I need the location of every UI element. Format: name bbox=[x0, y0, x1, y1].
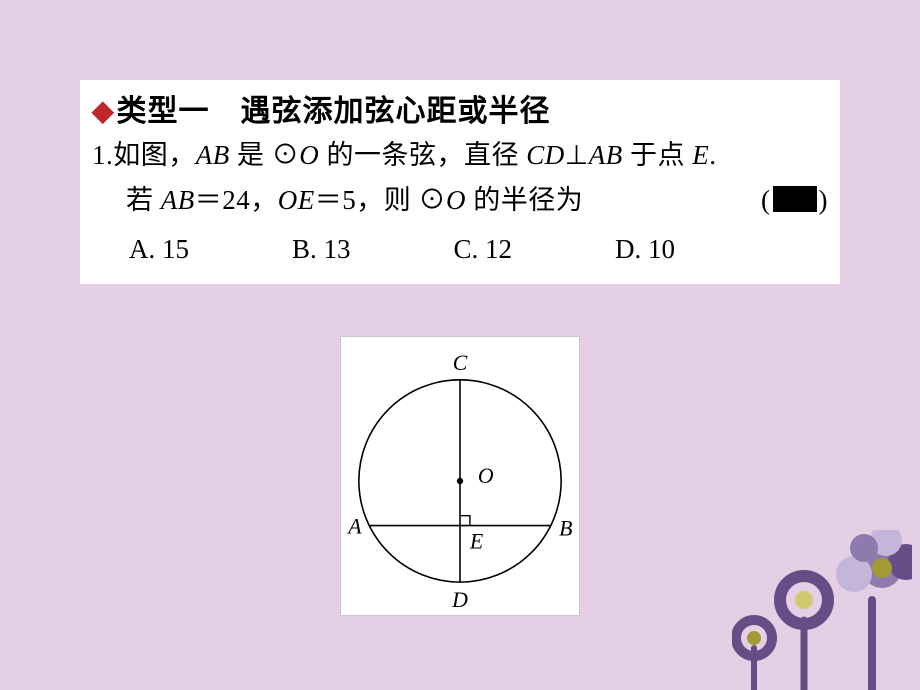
q1-pre: 如图， bbox=[113, 140, 196, 170]
q2-left: 若 AB＝24，OE＝5，则 ⊙O 的半径为 bbox=[126, 178, 583, 224]
q1-AB: AB bbox=[196, 140, 230, 170]
choice-D: D. 10 bbox=[614, 226, 675, 274]
q1-afterO: 的一条弦，直径 bbox=[319, 140, 526, 170]
label-D: D bbox=[451, 588, 468, 612]
heading-bullet: ◆ bbox=[92, 96, 115, 127]
perp-mark bbox=[460, 516, 470, 526]
label-E: E bbox=[469, 529, 483, 553]
q1-O: O bbox=[299, 140, 319, 170]
problem-card: ◆类型一 遇弦添加弦心距或半径 1.如图，AB 是 ⊙O 的一条弦，直径 CD⊥… bbox=[80, 80, 840, 284]
blackbox-icon bbox=[773, 186, 817, 212]
choice-C: C. 12 bbox=[453, 226, 613, 274]
q1-tail: 于点 bbox=[623, 140, 693, 170]
decor-flower-3 bbox=[836, 530, 912, 690]
label-B: B bbox=[559, 517, 572, 541]
q-number: 1. bbox=[92, 140, 113, 170]
q2-pre: 若 bbox=[126, 185, 161, 215]
q1-period: . bbox=[709, 140, 716, 170]
answer-blank: () bbox=[761, 178, 828, 224]
q2-O: O bbox=[446, 185, 466, 215]
decor-flower-1 bbox=[736, 620, 772, 690]
label-O: O bbox=[478, 464, 494, 488]
choice-B: B. 13 bbox=[291, 226, 451, 274]
choice-row: A. 15 B. 13 C. 12 D. 10 bbox=[92, 224, 677, 276]
diagram-svg: C O A B E D bbox=[341, 337, 579, 615]
label-C: C bbox=[453, 351, 468, 375]
q2-eq1: ＝24， bbox=[195, 185, 278, 215]
q2-AB: AB bbox=[161, 185, 195, 215]
q1-AB2: AB bbox=[589, 140, 623, 170]
geometry-diagram: C O A B E D bbox=[340, 336, 580, 616]
q2-eq2: ＝5，则 ⊙ bbox=[315, 185, 446, 215]
q1-E: E bbox=[692, 140, 709, 170]
paren-open: ( bbox=[761, 185, 771, 215]
question-line-2: 若 AB＝24，OE＝5，则 ⊙O 的半径为 () bbox=[92, 178, 828, 224]
q2-OE: OE bbox=[278, 185, 315, 215]
q1-mid: 是 ⊙ bbox=[230, 140, 300, 170]
q2-tail: 的半径为 bbox=[466, 185, 583, 215]
choice-A: A. 15 bbox=[128, 226, 289, 274]
question-line-1: 1.如图，AB 是 ⊙O 的一条弦，直径 CD⊥AB 于点 E. bbox=[92, 133, 828, 179]
paren-close: ) bbox=[819, 185, 829, 215]
center-dot bbox=[457, 478, 463, 484]
q1-CD: CD bbox=[526, 140, 565, 170]
decorative-corner-icon bbox=[732, 530, 912, 690]
q1-perp: ⊥ bbox=[565, 140, 589, 170]
heading-text: 类型一 遇弦添加弦心距或半径 bbox=[117, 95, 551, 128]
section-heading: ◆类型一 遇弦添加弦心距或半径 bbox=[92, 92, 828, 133]
decor-flower-2 bbox=[780, 576, 828, 690]
label-A: A bbox=[346, 515, 362, 539]
